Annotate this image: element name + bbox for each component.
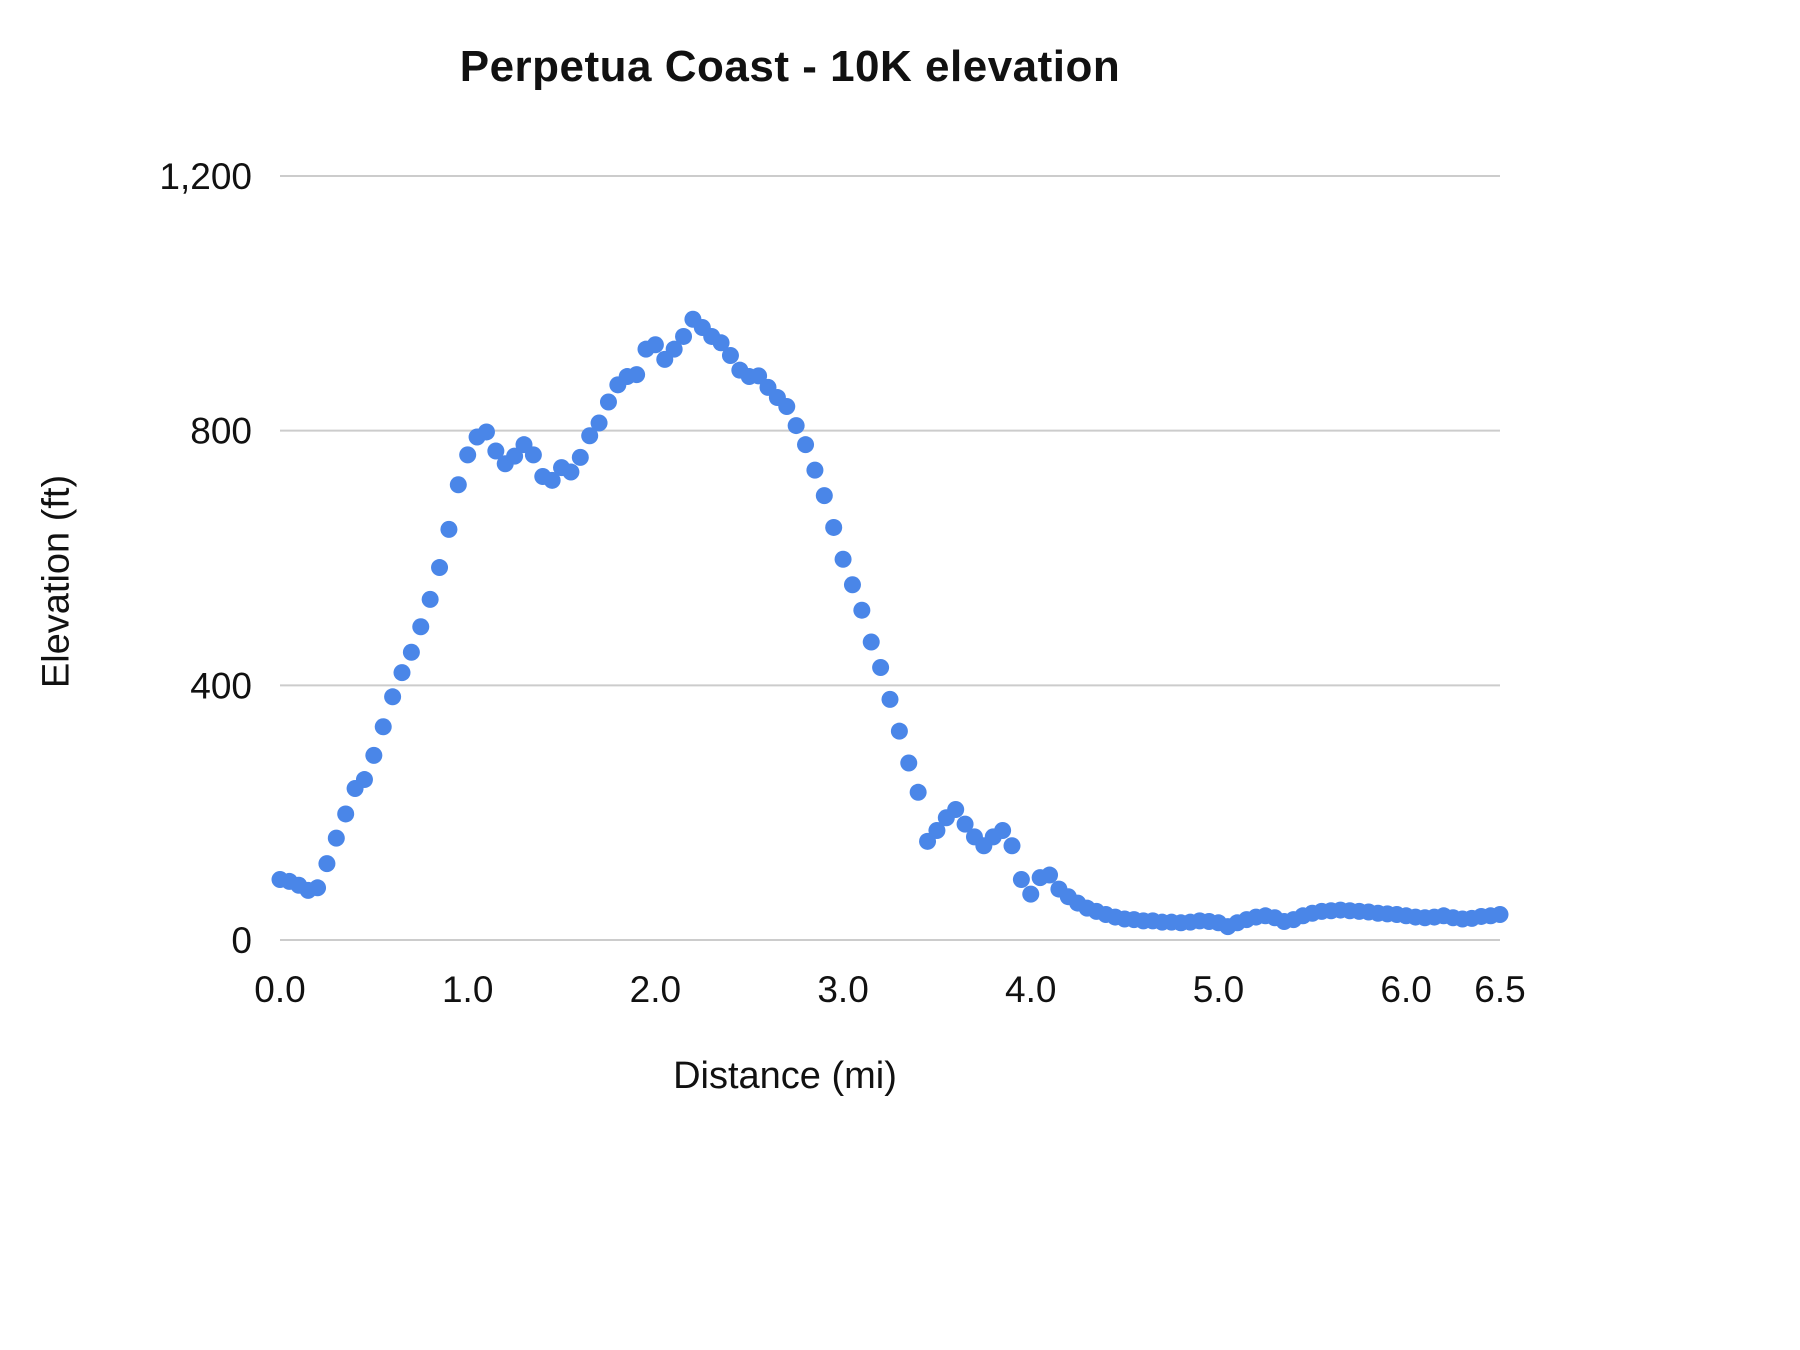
data-point (675, 327, 693, 345)
data-point (374, 718, 392, 736)
data-point (778, 397, 796, 415)
data-point (853, 601, 871, 619)
x-tick-label: 6.5 (1474, 969, 1525, 1010)
y-tick-label: 400 (190, 665, 252, 706)
data-point (890, 722, 908, 740)
data-point (384, 688, 402, 706)
data-point (881, 690, 899, 708)
data-point (721, 347, 739, 365)
x-axis-label: Distance (mi) (673, 1055, 897, 1097)
data-point (909, 783, 927, 801)
data-point (1491, 906, 1509, 924)
x-tick-label: 4.0 (1005, 969, 1056, 1010)
data-point (571, 448, 589, 466)
data-point (581, 427, 599, 445)
data-point (506, 447, 524, 465)
data-point (787, 417, 805, 435)
data-point (543, 471, 561, 489)
x-tick-label: 6.0 (1380, 969, 1431, 1010)
data-point (872, 659, 890, 677)
data-point (797, 436, 815, 454)
data-point (1041, 866, 1059, 884)
data-point (806, 461, 824, 479)
data-point (590, 414, 608, 432)
data-point (421, 590, 439, 608)
data-point (412, 618, 430, 636)
data-point (449, 476, 467, 494)
data-point (712, 334, 730, 352)
chart-title: Perpetua Coast - 10K elevation (459, 42, 1121, 91)
data-point (337, 805, 355, 823)
data-point (947, 800, 965, 818)
data-point (843, 576, 861, 594)
x-tick-label: 1.0 (442, 969, 493, 1010)
data-point (599, 393, 617, 411)
x-tick-label: 5.0 (1193, 969, 1244, 1010)
data-point (1003, 837, 1021, 855)
data-point (459, 446, 477, 464)
data-point (815, 487, 833, 505)
data-point (355, 771, 373, 789)
data-point (928, 821, 946, 839)
data-point (994, 821, 1012, 839)
data-point (956, 815, 974, 833)
data-point (402, 643, 420, 661)
data-point (750, 367, 768, 385)
y-tick-label: 800 (190, 411, 252, 452)
y-tick-label: 0 (231, 920, 252, 961)
data-point (665, 340, 683, 358)
data-point (825, 518, 843, 536)
data-point (318, 855, 336, 873)
data-point (393, 664, 411, 682)
data-point (440, 520, 458, 538)
data-point (487, 442, 505, 460)
data-point (327, 829, 345, 847)
y-tick-label: 1,200 (159, 156, 252, 197)
x-tick-label: 2.0 (630, 969, 681, 1010)
data-point (477, 423, 495, 441)
data-point (524, 446, 542, 464)
data-point (431, 559, 449, 577)
data-point (628, 366, 646, 384)
data-point (1012, 871, 1030, 889)
data-point (562, 463, 580, 481)
data-point (1022, 885, 1040, 903)
data-point (309, 879, 327, 897)
x-tick-label: 0.0 (254, 969, 305, 1010)
data-point (862, 633, 880, 651)
data-point (900, 754, 918, 772)
data-point (365, 746, 383, 764)
data-point (646, 336, 664, 354)
data-point (834, 550, 852, 568)
x-tick-label: 3.0 (817, 969, 868, 1010)
